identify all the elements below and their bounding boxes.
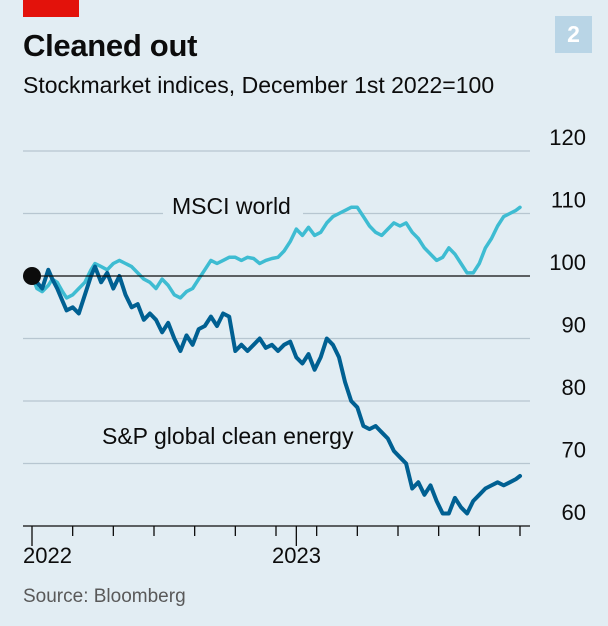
series-labels: MSCI world S&P global clean energy: [102, 190, 354, 449]
start-marker-dot: [23, 267, 41, 285]
chart-number-badge: 2: [555, 16, 592, 53]
y-tick-label-90: 90: [562, 313, 586, 338]
series-line-clean-energy: [30, 264, 522, 516]
source-note: Source: Bloomberg: [23, 586, 186, 607]
chart-subtitle: Stockmarket indices, December 1st 2022=1…: [23, 72, 495, 98]
chart-title: Cleaned out: [23, 28, 198, 63]
brand-tag: [23, 0, 79, 17]
y-tick-label-60: 60: [562, 500, 586, 525]
x-tick-label-2023: 2023: [272, 543, 321, 568]
series-label-msci-world: MSCI world: [172, 193, 291, 219]
y-tick-label-100: 100: [549, 250, 586, 275]
axis-labels: 2022 2023: [23, 543, 321, 568]
series-lines: [23, 205, 530, 516]
series-label-clean-energy: S&P global clean energy: [102, 423, 354, 449]
y-tick-label-80: 80: [562, 375, 586, 400]
series-line-msci-world: [30, 205, 522, 300]
gridlines: 60 70 80 90 100 110 120: [23, 125, 586, 546]
series-label-bg-msci: [163, 190, 303, 220]
y-tick-label-120: 120: [549, 125, 586, 150]
y-tick-label-110: 110: [551, 188, 586, 213]
y-tick-label-70: 70: [562, 438, 586, 463]
x-tick-label-2022: 2022: [23, 543, 72, 568]
